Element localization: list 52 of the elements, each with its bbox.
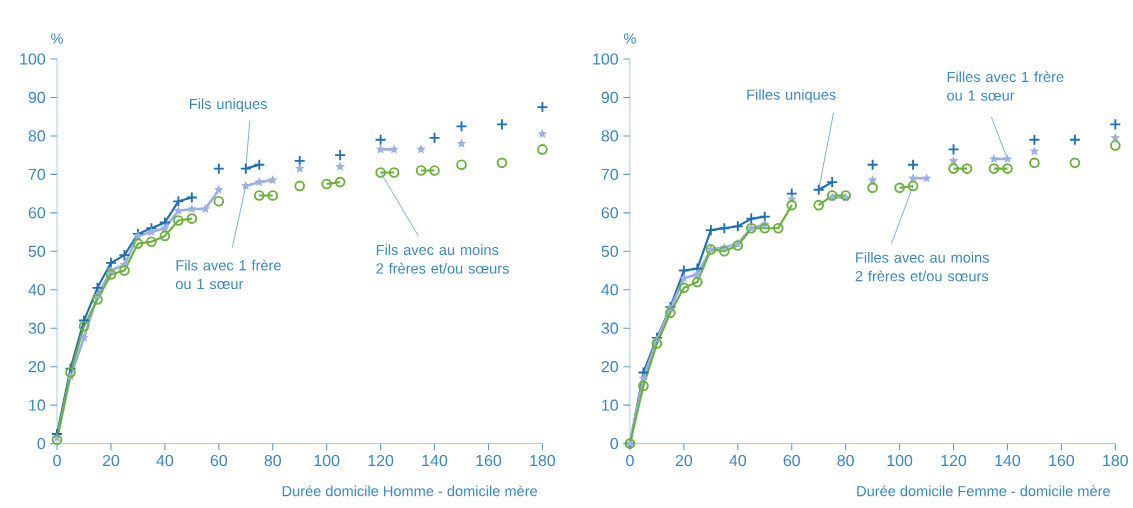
y-tick-label: 90 [601,91,618,104]
x-tick-label: 20 [102,454,120,467]
x-tick-label: 120 [368,454,394,467]
y-tick-label: 20 [28,361,46,373]
y-tick-label: 100 [20,53,46,65]
x-tick-label: 160 [476,454,502,467]
x-tick-label: 60 [210,454,228,467]
y-tick-label: 100 [593,53,618,65]
y-tick-label: 90 [28,91,46,104]
x-tick-label: 0 [626,454,634,467]
y-tick-label: 20 [601,361,618,373]
x-tick-label: 180 [1103,454,1128,467]
annotation: Fils avec 1 frère ou 1 sœur [175,259,281,290]
x-tick-label: 120 [941,454,967,467]
x-tick-label: 160 [1049,454,1075,467]
y-tick-label: 0 [37,438,46,450]
x-tick-label: 80 [837,454,854,467]
annotation: Filles uniques [747,89,836,103]
x-tick-label: 100 [887,454,913,467]
y-tick-label: 40 [601,284,618,296]
x-axis-title: Durée domicile Homme - domicile mère [282,485,538,497]
x-tick-label: 60 [783,454,800,467]
y-tick-label: 60 [601,207,618,219]
x-tick-label: 140 [995,454,1021,467]
y-tick-label: 40 [28,284,46,296]
annotation: Filles avec au moins 2 frères et/ou sœurs [855,252,989,282]
annotation: Fils avec au moins 2 frères et/ou sœurs [376,244,509,274]
y-tick-label: 10 [602,399,618,411]
y-axis-title: % [623,33,636,44]
y-tick-label: 10 [29,399,46,411]
x-tick-label: 100 [314,454,340,467]
x-tick-label: 20 [675,454,693,467]
y-tick-label: 80 [28,130,46,142]
x-tick-label: 0 [53,454,61,467]
y-tick-label: 50 [28,245,46,257]
y-tick-label: 80 [601,130,618,142]
x-tick-label: 40 [156,454,174,467]
y-tick-label: 60 [28,207,46,219]
x-tick-label: 180 [530,454,556,467]
y-tick-label: 30 [601,322,618,334]
y-axis-title: % [51,33,63,44]
annotation: Filles avec 1 frère ou 1 sœur [947,71,1064,101]
x-tick-label: 40 [729,454,747,467]
y-tick-label: 70 [601,168,618,181]
x-tick-label: 80 [264,454,281,467]
y-tick-label: 50 [601,245,618,257]
y-tick-label: 70 [28,168,46,181]
annotation: Fils uniques [190,98,267,112]
x-tick-label: 140 [422,454,448,467]
y-tick-label: 30 [28,322,46,334]
x-axis-title: Durée domicile Femme - domicile mère [857,485,1110,497]
y-tick-label: 0 [610,438,619,450]
